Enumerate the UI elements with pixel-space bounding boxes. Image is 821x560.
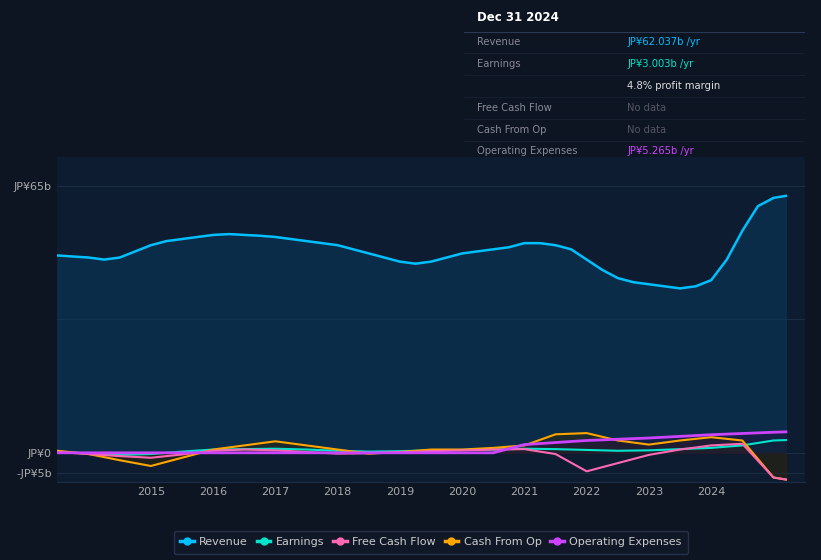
Text: Cash From Op: Cash From Op <box>478 125 547 135</box>
Text: Free Cash Flow: Free Cash Flow <box>478 103 553 113</box>
Text: 4.8% profit margin: 4.8% profit margin <box>627 81 721 91</box>
Text: No data: No data <box>627 125 667 135</box>
Text: JP¥62.037b /yr: JP¥62.037b /yr <box>627 38 700 48</box>
Text: Revenue: Revenue <box>478 38 521 48</box>
Text: Dec 31 2024: Dec 31 2024 <box>478 11 559 24</box>
Text: Operating Expenses: Operating Expenses <box>478 147 578 156</box>
Legend: Revenue, Earnings, Free Cash Flow, Cash From Op, Operating Expenses: Revenue, Earnings, Free Cash Flow, Cash … <box>174 530 688 554</box>
Text: No data: No data <box>627 103 667 113</box>
Text: Earnings: Earnings <box>478 59 521 69</box>
Text: JP¥3.003b /yr: JP¥3.003b /yr <box>627 59 694 69</box>
Text: JP¥5.265b /yr: JP¥5.265b /yr <box>627 147 695 156</box>
